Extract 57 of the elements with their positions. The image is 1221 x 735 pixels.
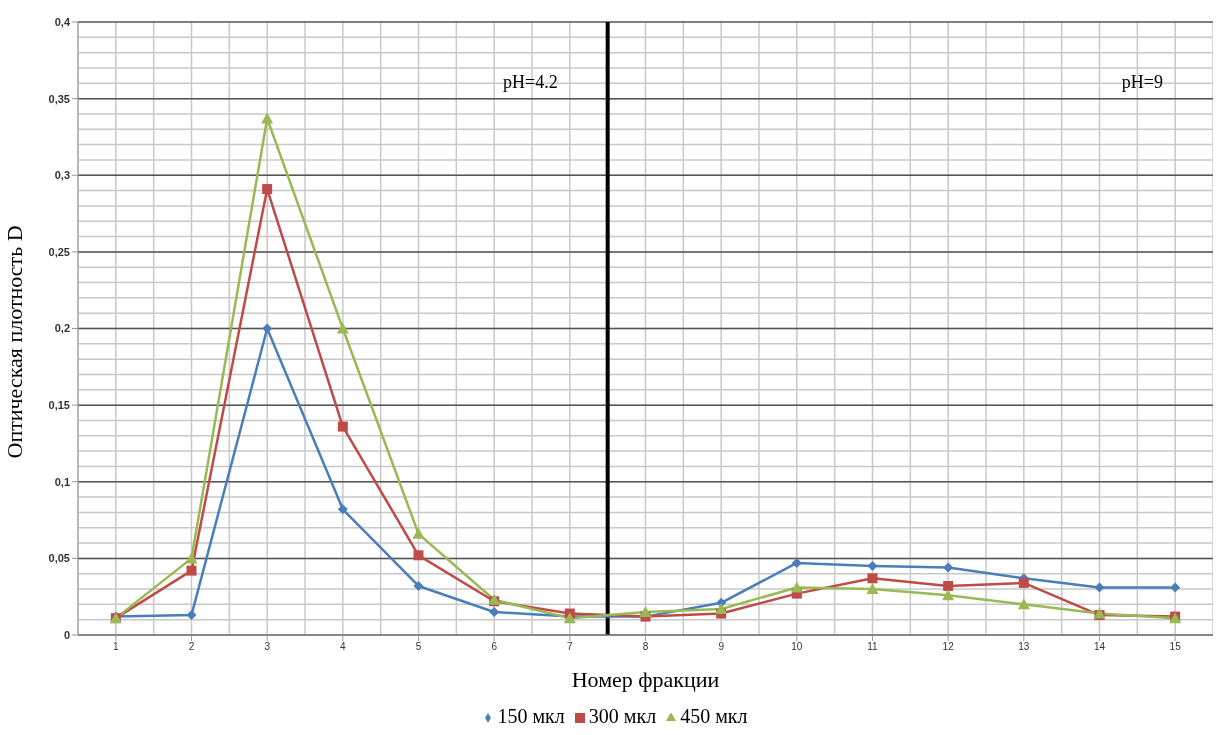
point bbox=[337, 504, 348, 515]
point bbox=[261, 112, 274, 124]
point bbox=[791, 557, 802, 568]
x-tick-label: 4 bbox=[340, 641, 347, 653]
x-tick-label: 8 bbox=[642, 641, 649, 653]
x-tick-label: 9 bbox=[718, 641, 725, 653]
point bbox=[1094, 582, 1105, 593]
y-tick-label: 0,05 bbox=[48, 552, 70, 565]
point bbox=[262, 184, 273, 195]
point bbox=[185, 552, 198, 564]
point bbox=[942, 589, 955, 601]
point bbox=[790, 581, 803, 593]
legend-label: 300 мкл bbox=[588, 705, 657, 727]
point bbox=[867, 573, 878, 584]
y-tick-label: 0,3 bbox=[54, 169, 70, 182]
y-axis-title: Оптическая плотность D bbox=[1, 225, 27, 459]
point bbox=[1017, 598, 1030, 610]
point bbox=[337, 421, 348, 432]
point bbox=[186, 610, 197, 621]
x-tick-label: 1 bbox=[113, 641, 120, 653]
point bbox=[413, 550, 424, 561]
x-tick-label: 12 bbox=[942, 641, 955, 653]
y-tick-label: 0,35 bbox=[48, 92, 70, 105]
point bbox=[1018, 577, 1029, 588]
point bbox=[639, 606, 652, 618]
x-tick-label: 6 bbox=[491, 641, 498, 653]
x-tick-label: 3 bbox=[264, 641, 271, 653]
y-tick-label: 0,25 bbox=[48, 245, 70, 258]
point bbox=[866, 583, 879, 595]
point bbox=[867, 561, 878, 572]
point bbox=[262, 323, 273, 334]
point bbox=[1170, 582, 1181, 593]
y-tick-label: 0 bbox=[63, 628, 70, 641]
y-tick-label: 0,4 bbox=[54, 15, 71, 28]
point bbox=[336, 322, 349, 334]
annotation: pH=4.2 bbox=[503, 71, 558, 92]
point bbox=[412, 527, 425, 539]
y-tick-label: 0,1 bbox=[54, 475, 70, 488]
x-tick-label: 11 bbox=[867, 641, 879, 653]
y-tick-label: 0,15 bbox=[48, 399, 70, 412]
point bbox=[715, 602, 728, 614]
x-tick-label: 2 bbox=[188, 641, 195, 653]
point bbox=[413, 580, 424, 591]
legend-label: 150 мкл bbox=[497, 705, 565, 727]
y-tick-label: 0,2 bbox=[54, 322, 70, 335]
x-tick-label: 10 bbox=[791, 641, 803, 653]
x-tick-label: 15 bbox=[1169, 641, 1182, 653]
point bbox=[943, 562, 954, 573]
x-tick-label: 14 bbox=[1093, 641, 1106, 653]
x-tick-label: 7 bbox=[567, 641, 574, 653]
x-tick-label: 5 bbox=[415, 641, 422, 653]
annotation: pH=9 bbox=[1121, 71, 1163, 92]
legend-label: 450 мкл bbox=[680, 705, 748, 727]
point bbox=[186, 565, 197, 576]
x-tick-label: 13 bbox=[1018, 641, 1030, 653]
x-axis-title: Номер фракции bbox=[571, 667, 720, 692]
point bbox=[943, 580, 954, 591]
